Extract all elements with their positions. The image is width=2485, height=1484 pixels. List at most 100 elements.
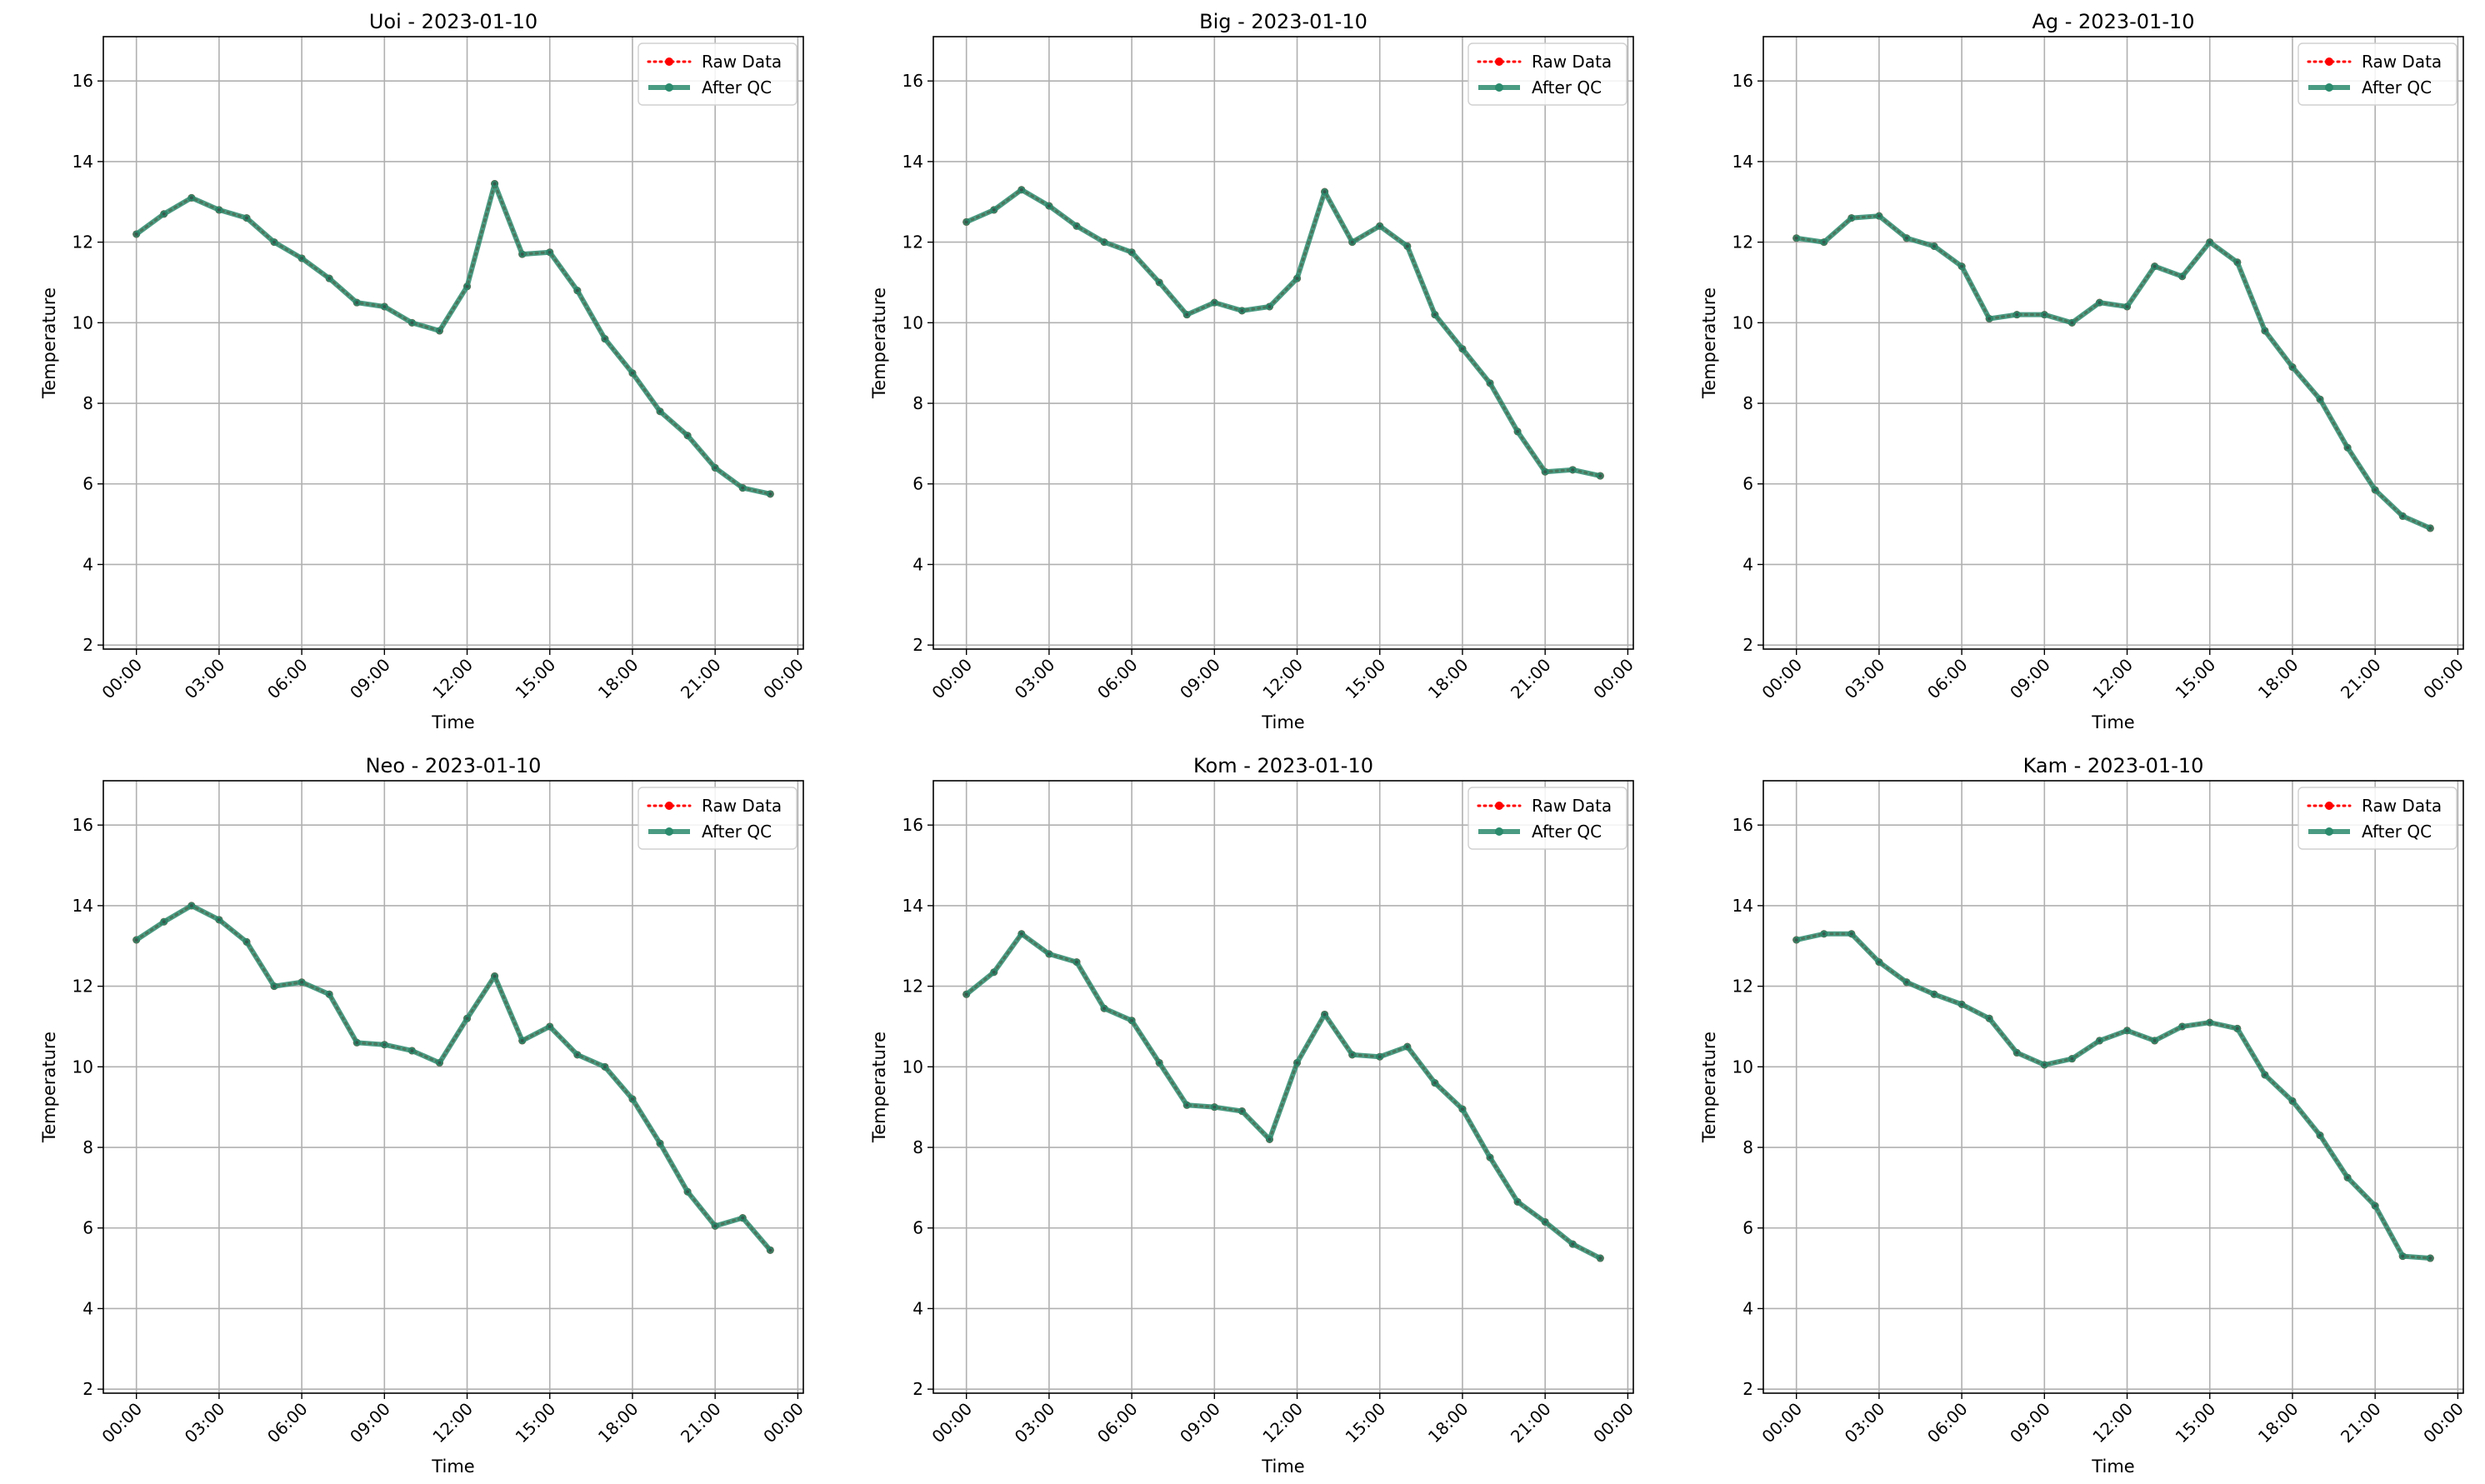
data-point-center bbox=[1877, 960, 1881, 964]
y-tick-label: 10 bbox=[1732, 1057, 1753, 1077]
data-point-center bbox=[2098, 301, 2102, 305]
data-point-center bbox=[2070, 1057, 2074, 1061]
data-point-center bbox=[2290, 1099, 2294, 1103]
x-tick-label: 09:00 bbox=[1176, 1399, 1224, 1447]
chart-title: Uoi - 2023-01-10 bbox=[369, 10, 538, 33]
x-tick-label: 00:00 bbox=[1758, 655, 1806, 703]
y-axis-label: Temperature bbox=[39, 287, 59, 399]
data-point-center bbox=[1988, 317, 1992, 321]
legend-label-after-qc: After QC bbox=[702, 77, 772, 97]
x-tick-label: 06:00 bbox=[1093, 1399, 1142, 1447]
data-point-center bbox=[492, 182, 497, 186]
legend: Raw Data After QC bbox=[1468, 787, 1628, 850]
legend-label-raw-data: Raw Data bbox=[1532, 796, 1612, 816]
legend: Raw Data After QC bbox=[638, 42, 798, 106]
x-tick-label: 00:00 bbox=[928, 655, 976, 703]
series-line-raw-data bbox=[1795, 214, 2432, 530]
data-point-center bbox=[1240, 1109, 1244, 1113]
data-point-center bbox=[2208, 240, 2212, 244]
data-point-center bbox=[964, 992, 968, 997]
series-line-raw-data bbox=[965, 187, 1602, 477]
data-point-center bbox=[1019, 187, 1023, 192]
legend: Raw Data After QC bbox=[2298, 42, 2458, 106]
x-tick-label: 09:00 bbox=[346, 655, 394, 703]
y-tick-label: 16 bbox=[902, 71, 923, 91]
data-point-center bbox=[2373, 487, 2378, 492]
legend-label-raw-data: Raw Data bbox=[2362, 796, 2442, 816]
data-point-center bbox=[1268, 1137, 1272, 1142]
x-tick-label: 15:00 bbox=[2172, 1399, 2220, 1447]
data-point-center bbox=[410, 1048, 414, 1052]
data-point-center bbox=[713, 466, 718, 470]
data-point-center bbox=[548, 1024, 552, 1028]
data-point-center bbox=[1598, 1257, 1602, 1261]
x-axis-label: Time bbox=[431, 1457, 474, 1477]
y-axis-label: Temperature bbox=[869, 287, 889, 399]
subplot-1: 2 4 6 8 10 12 14 16 00:00 03:00 06:00 09:00 12:00 15:… bbox=[39, 10, 808, 732]
data-point-center bbox=[1047, 204, 1051, 208]
x-tick-label: 15:00 bbox=[512, 1399, 560, 1447]
y-tick-label: 12 bbox=[1732, 232, 1753, 252]
data-point-center bbox=[1822, 932, 1826, 936]
plot-frame bbox=[102, 36, 804, 650]
legend-label-raw-data: Raw Data bbox=[702, 52, 782, 72]
y-axis-label: Temperature bbox=[1699, 287, 1719, 399]
data-point-center bbox=[575, 288, 579, 292]
x-tick-label: 15:00 bbox=[512, 655, 560, 703]
data-point-center bbox=[382, 1042, 387, 1047]
data-point-center bbox=[1350, 1052, 1354, 1057]
data-point-center bbox=[217, 917, 221, 922]
data-point-center bbox=[244, 216, 248, 220]
y-axis-label: Temperature bbox=[869, 1032, 889, 1143]
data-point-center bbox=[520, 252, 524, 257]
data-point-center bbox=[768, 1248, 772, 1252]
data-point-center bbox=[244, 940, 248, 944]
y-tick-label: 8 bbox=[912, 393, 923, 413]
legend: Raw Data After QC bbox=[2298, 787, 2458, 850]
data-point-center bbox=[548, 250, 552, 254]
data-point-center bbox=[992, 207, 996, 212]
y-tick-label: 2 bbox=[912, 1379, 923, 1399]
x-tick-label: 12:00 bbox=[2088, 655, 2137, 703]
data-point-center bbox=[1571, 1242, 1575, 1247]
x-tick-label: 06:00 bbox=[263, 655, 312, 703]
legend-marker-after-qc bbox=[2325, 827, 2333, 836]
x-tick-label: 12:00 bbox=[1258, 1399, 1307, 1447]
data-point-center bbox=[658, 409, 662, 413]
data-point-center bbox=[492, 974, 497, 978]
x-tick-label: 21:00 bbox=[677, 1399, 725, 1447]
subplot-4: 2 4 6 8 10 12 14 16 00:00 03:00 06:00 09:00 12:00 15:… bbox=[39, 754, 808, 1477]
data-point-center bbox=[1130, 250, 1134, 254]
subplot-6: 2 4 6 8 10 12 14 16 00:00 03:00 06:00 09:00 12:00 15:… bbox=[1699, 754, 2468, 1477]
data-point-center bbox=[1488, 1156, 1492, 1160]
legend: Raw Data After QC bbox=[638, 787, 798, 850]
y-tick-label: 14 bbox=[72, 896, 93, 916]
data-point-center bbox=[2346, 1176, 2350, 1180]
data-point-center bbox=[1047, 952, 1051, 956]
series-line-after-qc bbox=[134, 181, 771, 497]
legend-label-after-qc: After QC bbox=[1532, 77, 1602, 97]
series-line-raw-data bbox=[135, 179, 772, 496]
data-point-center bbox=[1185, 1103, 1189, 1107]
data-point-center bbox=[2428, 1257, 2432, 1261]
data-point-center bbox=[1405, 1045, 1409, 1049]
plot-frame bbox=[102, 780, 804, 1394]
x-tick-label: 06:00 bbox=[263, 1399, 312, 1447]
legend: Raw Data After QC bbox=[1468, 42, 1628, 106]
data-point-center bbox=[134, 938, 138, 942]
data-point-center bbox=[1074, 224, 1078, 228]
legend-label-after-qc: After QC bbox=[2362, 822, 2432, 842]
data-point-center bbox=[1877, 214, 1881, 218]
y-tick-label: 12 bbox=[72, 232, 93, 252]
data-point-center bbox=[1295, 277, 1299, 281]
y-tick-label: 12 bbox=[902, 977, 923, 997]
y-tick-label: 8 bbox=[1742, 1137, 1753, 1157]
chart-title: Kom - 2023-01-10 bbox=[1193, 754, 1373, 777]
data-point-center bbox=[465, 284, 469, 288]
x-tick-label: 03:00 bbox=[181, 1399, 229, 1447]
y-tick-label: 4 bbox=[82, 1298, 93, 1318]
data-point-center bbox=[1102, 240, 1107, 244]
y-tick-label: 2 bbox=[912, 635, 923, 655]
data-point-center bbox=[2125, 304, 2129, 308]
data-point-center bbox=[2235, 1027, 2239, 1031]
